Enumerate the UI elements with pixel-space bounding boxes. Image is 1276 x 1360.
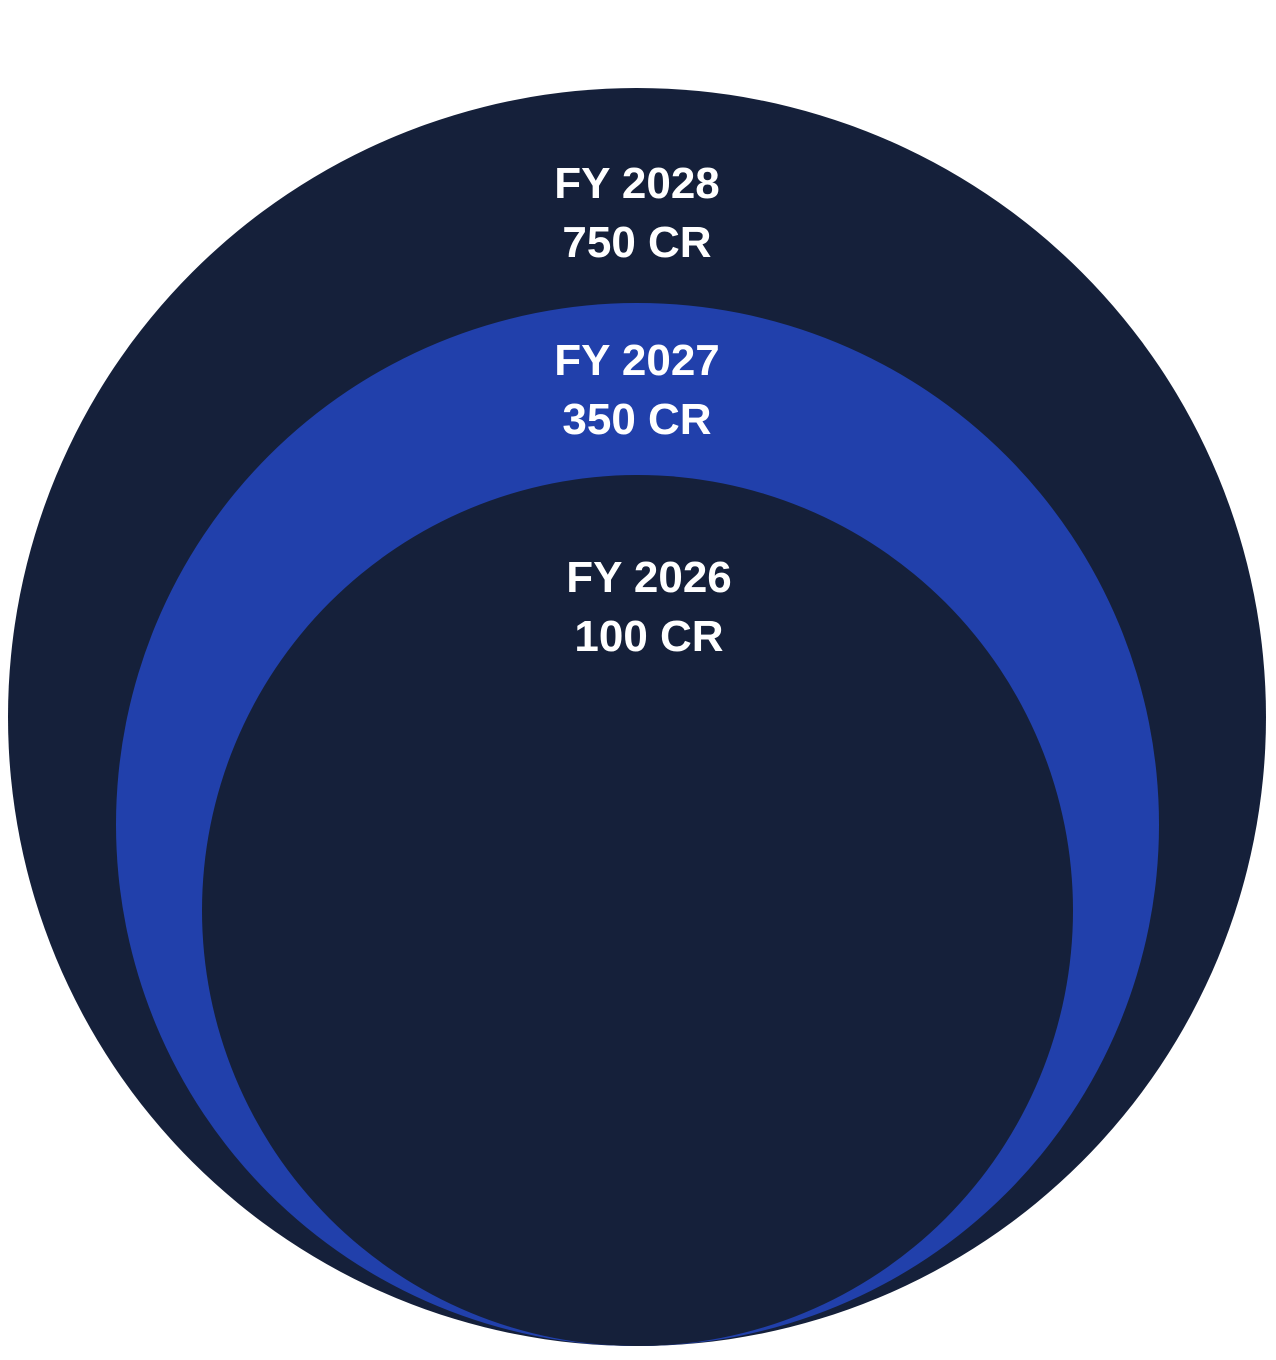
year-label: FY 2028 [554,159,720,208]
value-label: 100 CR [574,612,724,661]
year-label: FY 2027 [554,336,720,385]
label-fy2028: FY 2028 750 CR [554,154,720,272]
label-fy2027: FY 2027 350 CR [554,331,720,449]
value-label: 750 CR [562,218,712,267]
circle-fy2026 [202,475,1073,1346]
year-label: FY 2026 [566,553,732,602]
value-label: 350 CR [562,395,712,444]
label-fy2026: FY 2026 100 CR [566,548,732,666]
